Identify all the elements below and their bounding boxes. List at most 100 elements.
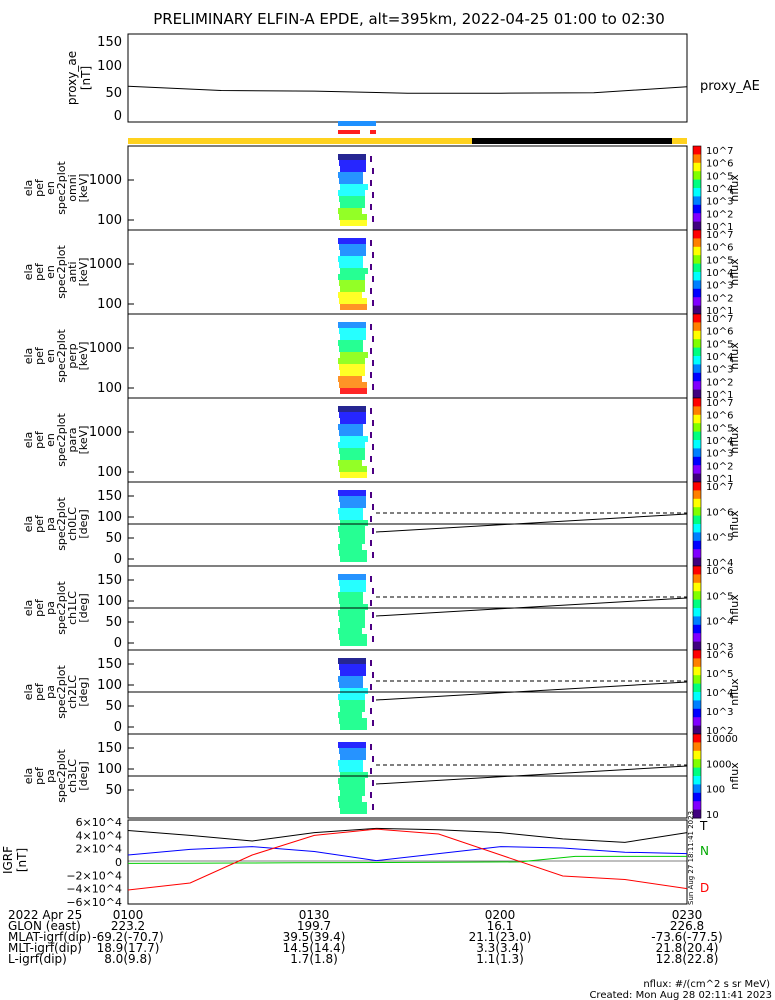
panel-3-ylabel-2: en [44,433,57,447]
panel-1-cell-9 [338,292,362,298]
panel-4-ylabel-2: pa [44,517,57,531]
panel-0-cell-7 [339,196,365,202]
panel-5-cbtick-0: 10^6 [706,566,733,577]
panel-0-colorbar-seg-2 [693,162,701,172]
footer-label-1: GLON (east) [8,919,81,933]
panel-3-cell-4 [339,430,363,436]
footer-value-0-3: 0230 [672,908,703,922]
panel-1-colorbar-seg-6 [693,280,701,290]
panel-0-colorbar-seg-1 [693,154,701,164]
panel-5-cbtick-1: 10^5 [706,591,733,602]
panel-6-colorbar-seg-6 [693,700,701,710]
panel-2-cell-5 [340,352,368,358]
panel-0-colorbar-label: nflux [728,174,741,202]
panel-3-stripe-4 [370,456,372,462]
panel-4-ylabel-1: pef [33,514,46,533]
panel-5-colorbar-seg-9 [693,641,701,651]
panel-2-cell-0 [338,322,366,328]
panel-2-cbtick-1: 10^6 [706,327,733,338]
panel-5-stripe-1 [372,588,374,594]
panel-5-ytick-1: 100 [97,594,122,609]
panel-0-stripe-5 [372,216,374,222]
igrf-ytick-2: 2×10^4 [76,843,122,856]
panel-0-ylabel-5: [keV] [77,174,90,203]
panel-4-cbtick-0: 10^7 [706,482,733,493]
panel-6-stripe-1 [372,672,374,678]
footer-label-2: MLAT-igrf(dip) [8,930,91,944]
panel-2-cell-3 [338,340,363,346]
footer-value-0-2: 0200 [485,908,516,922]
panel-1-cell-6 [338,274,365,280]
panel-2-cell-4 [339,346,363,352]
panel-2-colorbar-seg-9 [693,389,701,399]
panel-4-stripe-1 [372,504,374,510]
panel-7-ytick-0: 150 [97,741,122,756]
panel-4-cell-5 [340,520,368,526]
panel-6-cell-11 [340,724,367,730]
panel-6-colorbar-seg-3 [693,675,701,685]
panel-5-colorbar-seg-6 [693,616,701,626]
panel-4-colorbar-seg-8 [693,549,701,559]
panel-6-colorbar-seg-9 [693,725,701,735]
igrf-legend-D: D [700,881,709,895]
panel-0-stripe-4 [370,204,372,210]
panel-0-ylabel-4: omni [66,174,79,201]
proxy-ae-tick-100: 100 [97,59,122,74]
panel-0-colorbar-seg-4 [693,179,701,189]
created-stamp: Created: Mon Aug 28 02:11:41 2023 [589,990,772,1000]
panel-3-colorbar-seg-3 [693,423,701,433]
panel-2-ylabel-5: [keV] [77,342,90,371]
panel-1-cell-8 [340,286,365,292]
panel-7-stripe-1 [372,756,374,762]
panel-4-cell-8 [340,538,365,544]
panel-1-cell-7 [339,280,365,286]
footer-value-3-3: 21.8(20.4) [656,941,719,955]
panel-2-colorbar-seg-4 [693,347,701,357]
panel-1-cbtick-0: 10^7 [706,230,733,241]
footer-label-3: MLT-igrf(dip) [8,941,82,955]
panel-6-ytick-1: 100 [97,678,122,693]
panel-6-ylabel-4: ch2LC [66,675,79,709]
panel-1-cell-1 [339,244,366,250]
panel-2-cbtick-0: 10^7 [706,314,733,325]
footer-value-3-0: 18.9(17.7) [97,941,160,955]
panel-1-colorbar-seg-0 [693,230,701,239]
panel-5-stripe-5 [372,636,374,642]
panel-6-ytick-0: 150 [97,657,122,672]
panel-7-cell-4 [339,766,363,772]
panel-6-ytick-2: 50 [105,699,122,714]
panel-2-ylabel-3: spec2plot [55,329,68,383]
panel-0-ylabel-0: ela [22,180,35,197]
panel-1-colorbar-seg-1 [693,238,701,248]
panel-5-ylabel-2: pa [44,601,57,615]
panel-3-ylabel-1: pef [33,430,46,449]
panel-5-cell-4 [339,598,363,604]
panel-1-cbtick-6: 10^1 [706,306,733,317]
panel-1-colorbar-seg-9 [693,305,701,315]
footer-value-2-0: -69.2(-70.7) [92,930,163,944]
panel-3-stripe-3 [372,444,374,450]
panel-7-cell-3 [338,760,363,766]
panel-3-cbtick-2: 10^5 [706,423,733,434]
panel-4-ytick-1: 100 [97,510,122,525]
panel-0-cell-11 [340,220,367,226]
panel-6-cell-4 [339,682,363,688]
panel-6-cell-10 [339,718,367,724]
panel-7-cell-10 [339,802,367,808]
panel-5-colorbar-seg-8 [693,633,701,643]
panel-7-colorbar-seg-5 [693,776,701,785]
panel-3-colorbar-seg-0 [693,398,701,407]
panel-5-colorbar-seg-4 [693,599,701,609]
igrf-line-N [127,846,688,862]
panel-5-colorbar-seg-1 [693,574,701,584]
panel-0-ytick-0: 1000 [89,173,122,188]
panel-5-stripe-3 [372,612,374,618]
footer-label-0: 2022 Apr 25 [8,908,82,922]
panel-6-cbtick-4: 10^2 [706,726,733,737]
panel-3-ylabel-5: [keV] [77,426,90,455]
panel-4-stripe-3 [372,528,374,534]
proxy-ae-tick-150: 150 [97,35,122,50]
panel-7-ylabel-2: pa [44,769,57,783]
panel-3-stripe-2 [370,432,372,438]
